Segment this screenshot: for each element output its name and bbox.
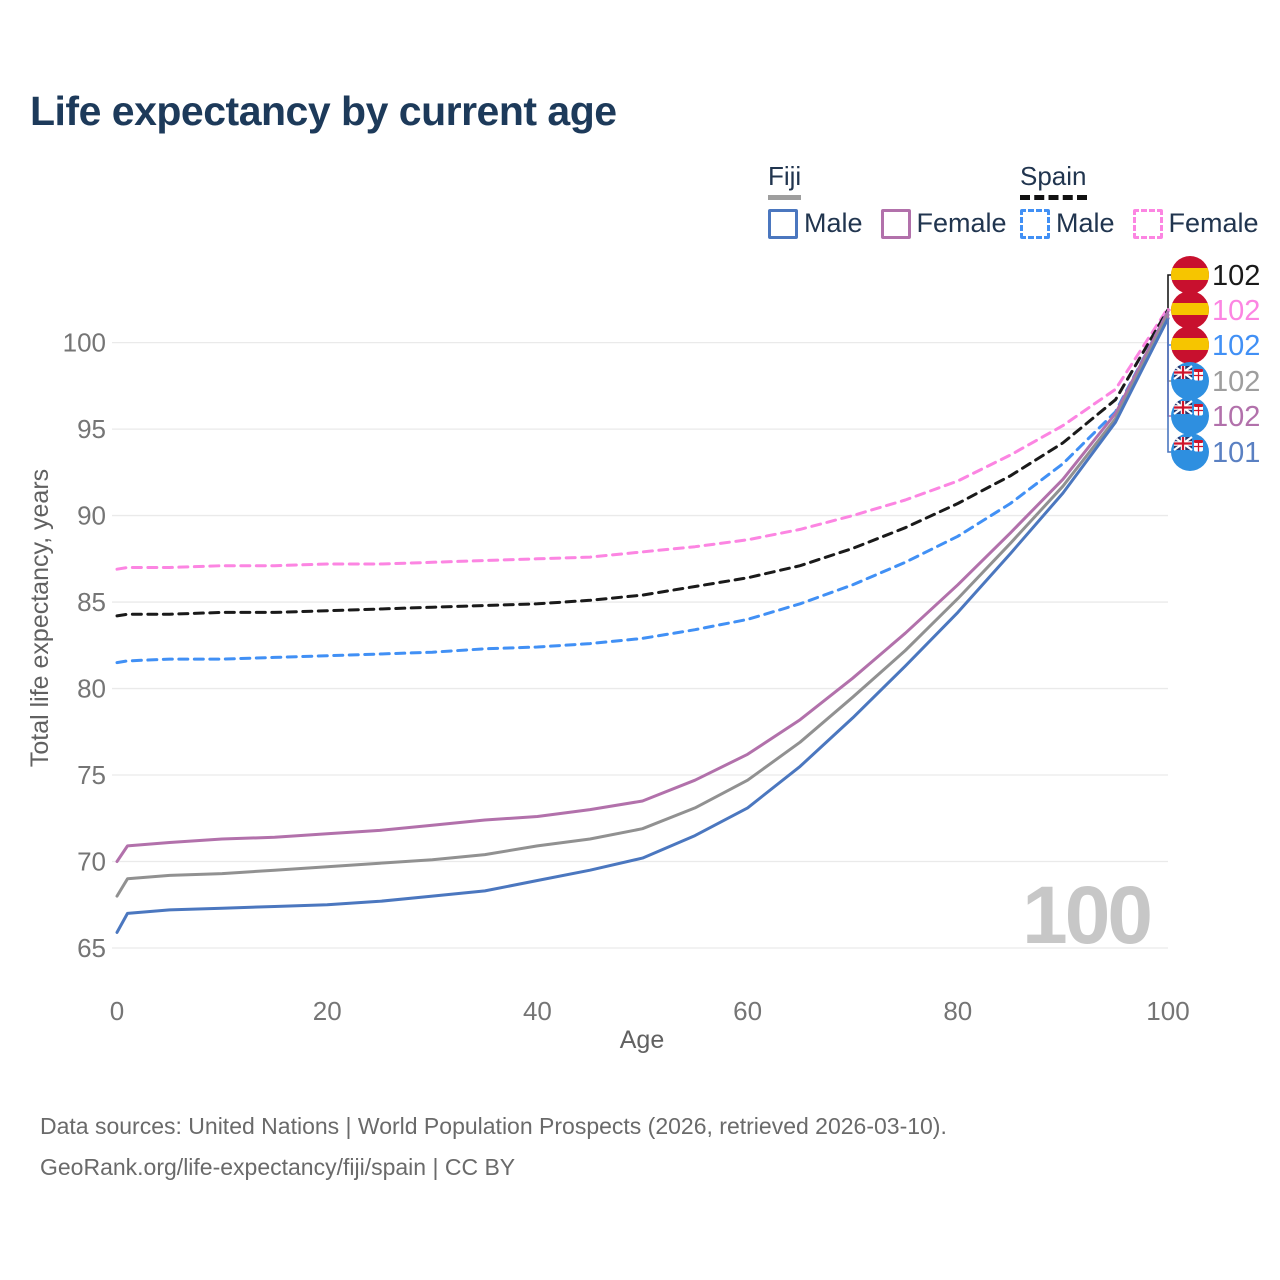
end-value-label-fiji-female: 102 (1212, 401, 1260, 433)
series-line-fiji-male[interactable] (115, 316, 1170, 934)
legend-item-fiji-female[interactable]: Female (880, 208, 1007, 239)
series-line-fiji-all[interactable] (115, 313, 1170, 898)
y-tick-label: 80 (77, 674, 106, 704)
legend-label: Female (916, 208, 1007, 238)
footer-attribution-line: GeoRank.org/life-expectancy/fiji/spain |… (40, 1154, 516, 1180)
leader-line-spain-all (1167, 274, 1171, 310)
fiji-male-swatch-icon (768, 208, 798, 239)
legend-label: Male (804, 208, 863, 238)
spain-flag-icon (1171, 256, 1209, 294)
y-tick-label: 65 (77, 933, 106, 963)
fiji-female-swatch-icon (880, 208, 911, 239)
x-tick-label: 20 (313, 996, 342, 1026)
y-tick-label: 100 (63, 328, 106, 358)
series-line-fiji-female[interactable] (115, 310, 1170, 863)
y-tick-label: 95 (77, 414, 106, 444)
y-tick-label: 90 (77, 501, 106, 531)
x-tick-label: 100 (1146, 996, 1189, 1026)
leader-line-spain-female (1167, 308, 1171, 311)
x-tick-label: 60 (733, 996, 762, 1026)
y-tick-label: 75 (77, 760, 106, 790)
x-tick-label: 40 (523, 996, 552, 1026)
fiji-flag-icon (1171, 397, 1209, 435)
leader-line-fiji-male (1167, 318, 1171, 453)
legend-group-fiji: Fiji Male Female (768, 161, 1025, 239)
footer: Data sources: United Nations | World Pop… (40, 1106, 947, 1188)
spain-flag-icon (1171, 326, 1209, 364)
end-value-label-spain-all: 102 (1212, 260, 1260, 292)
legend-group-spain: Spain Male Female (1020, 161, 1277, 239)
spain-male-swatch-icon (1020, 208, 1050, 239)
legend-country-spain[interactable]: Spain (1020, 161, 1087, 200)
y-tick-label: 85 (77, 587, 106, 617)
end-value-label-fiji-male: 101 (1212, 437, 1260, 469)
legend-item-spain-male[interactable]: Male (1020, 208, 1115, 239)
page-title: Life expectancy by current age (30, 88, 617, 134)
end-value-label-spain-male: 102 (1212, 330, 1260, 362)
legend-country-fiji[interactable]: Fiji (768, 161, 802, 200)
x-tick-label: 80 (943, 996, 972, 1026)
legend-label: Male (1056, 208, 1115, 238)
series-line-spain-all[interactable] (115, 308, 1170, 618)
spain-flag-icon (1171, 291, 1209, 329)
footer-sources-line: Data sources: United Nations | World Pop… (40, 1113, 947, 1139)
legend-label: Female (1168, 208, 1259, 238)
series-line-spain-female[interactable] (115, 306, 1170, 571)
end-value-label-spain-female: 102 (1212, 295, 1260, 327)
legend-item-fiji-male[interactable]: Male (768, 208, 863, 239)
fiji-flag-icon (1171, 433, 1209, 471)
y-axis-title: Total life expectancy, years (26, 469, 54, 767)
end-value-label-fiji-all: 102 (1212, 366, 1260, 398)
age-counter-watermark: 100 (1022, 870, 1150, 961)
spain-female-swatch-icon (1132, 208, 1163, 239)
y-tick-label: 70 (77, 847, 106, 877)
series-line-spain-male[interactable] (115, 310, 1170, 665)
x-tick-label: 0 (110, 996, 124, 1026)
fiji-flag-icon (1171, 362, 1209, 400)
legend-item-spain-female[interactable]: Female (1132, 208, 1259, 239)
x-axis-title: Age (620, 1026, 664, 1054)
